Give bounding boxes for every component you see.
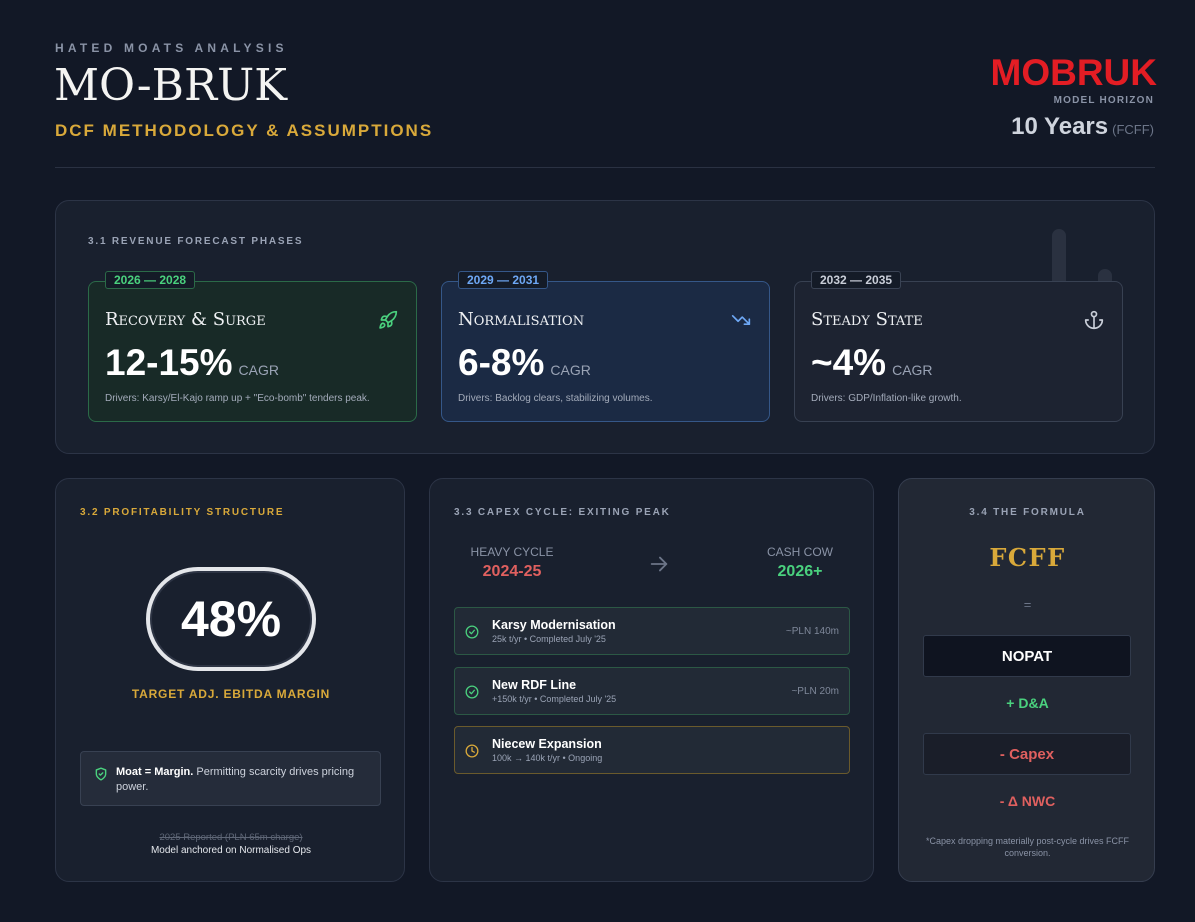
project-cost: ~PLN 140m xyxy=(785,626,839,637)
project-meta: 100k → 140k t/yr • Ongoing xyxy=(492,753,603,763)
formula-panel: 3.4 THE FORMULA FCFF = NOPAT + D&A - Cap… xyxy=(898,478,1155,882)
header-divider xyxy=(55,167,1155,168)
moat-desc: Permitting scarcity drives pricing power… xyxy=(116,766,355,793)
profitability-panel-title: 3.2 PROFITABILITY STRUCTURE xyxy=(80,507,285,518)
horizon-years: 10 Years xyxy=(1011,113,1109,140)
revenue-panel-title: 3.1 REVENUE FORECAST PHASES xyxy=(88,236,304,247)
phase-cagr: ~4% CAGR xyxy=(811,342,933,384)
phase-name: Normalisation xyxy=(458,309,585,330)
phase-cagr-value: 6-8% xyxy=(458,342,545,383)
phase-card-recovery: 2026 — 2028 Recovery & Surge 12-15% CAGR … xyxy=(88,271,417,422)
project-item: Karsy Modernisation 25k t/yr • Completed… xyxy=(454,607,850,655)
phase-drivers: Drivers: Karsy/El-Kajo ramp up + "Eco-bo… xyxy=(105,393,370,404)
phase-cagr: 12-15% CAGR xyxy=(105,342,279,384)
capex-panel-title: 3.3 CAPEX CYCLE: EXITING PEAK xyxy=(454,507,671,518)
trend-down-icon xyxy=(731,315,751,325)
phase-card-steady-state: 2032 — 2035 Steady State ~4% CAGR Drivers… xyxy=(794,271,1123,422)
formula-nopat: NOPAT xyxy=(923,635,1131,677)
project-meta: +150k t/yr • Completed July '25 xyxy=(492,694,617,704)
horizon-suffix: (FCFF) xyxy=(1112,122,1154,137)
heavy-cycle-label: HEAVY CYCLE xyxy=(470,545,554,559)
formula-da: + D&A xyxy=(1006,695,1049,711)
phase-name: Steady State xyxy=(811,309,923,330)
revenue-panel: 3.1 REVENUE FORECAST PHASES 2026 — 2028 … xyxy=(55,200,1155,454)
project-item: Niecew Expansion 100k → 140k t/yr • Ongo… xyxy=(454,726,850,774)
project-name: New RDF Line xyxy=(492,678,577,692)
phase-cagr-unit: CAGR xyxy=(238,362,279,378)
reported-note: 2025 Reported (PLN 65m charge) xyxy=(159,832,303,843)
project-name: Niecew Expansion xyxy=(492,737,602,751)
anchored-note: Model anchored on Normalised Ops xyxy=(150,845,312,856)
clock-icon xyxy=(465,744,479,758)
project-cost: ~PLN 20m xyxy=(791,686,839,697)
check-circle-icon xyxy=(465,685,479,699)
formula-note: *Capex dropping materially post-cycle dr… xyxy=(925,836,1130,858)
page-title: MO-BRUK xyxy=(54,60,288,111)
formula-capex: - Capex xyxy=(923,733,1131,775)
phase-period: 2026 — 2028 xyxy=(105,271,196,289)
horizon-value: 10 Years (FCFF) xyxy=(1011,113,1154,141)
eyebrow: HATED MOATS ANALYSIS xyxy=(55,41,288,55)
project-name: Karsy Modernisation xyxy=(492,618,616,632)
ebitda-margin-label: TARGET ADJ. EBITDA MARGIN xyxy=(131,687,331,701)
phase-cagr-unit: CAGR xyxy=(550,362,591,378)
formula-equals: = xyxy=(1023,597,1032,612)
page-subtitle: DCF METHODOLOGY & ASSUMPTIONS xyxy=(55,121,434,140)
rocket-icon xyxy=(379,310,398,329)
check-circle-icon xyxy=(465,625,479,639)
formula-head: FCFF xyxy=(989,543,1066,572)
phase-period: 2029 — 2031 xyxy=(458,271,549,289)
project-item: New RDF Line +150k t/yr • Completed July… xyxy=(454,667,850,715)
moat-text: Moat = Margin. Permitting scarcity drive… xyxy=(116,765,371,795)
phase-cagr: 6-8% CAGR xyxy=(458,342,591,384)
shield-check-icon xyxy=(95,767,107,781)
moat-callout: Moat = Margin. Permitting scarcity drive… xyxy=(80,751,381,806)
phase-period: 2032 — 2035 xyxy=(811,271,902,289)
arrow-right-icon xyxy=(650,556,668,572)
formula-nwc: - Δ NWC xyxy=(999,793,1056,809)
formula-panel-title: 3.4 THE FORMULA xyxy=(969,507,1086,518)
moat-bold: Moat = Margin. xyxy=(116,766,194,778)
cash-cow-label: CASH COW xyxy=(767,545,833,559)
phase-cagr-value: 12-15% xyxy=(105,342,233,383)
brand-logo: MOBRUK xyxy=(990,52,1157,93)
cash-cow-value: 2026+ xyxy=(777,563,823,580)
phase-cagr-value: ~4% xyxy=(811,342,887,383)
project-meta: 25k t/yr • Completed July '25 xyxy=(492,634,606,644)
capex-panel: 3.3 CAPEX CYCLE: EXITING PEAK HEAVY CYCL… xyxy=(429,478,874,882)
ebitda-margin-value: 48% xyxy=(146,567,316,671)
phase-drivers: Drivers: GDP/Inflation-like growth. xyxy=(811,393,962,404)
heavy-cycle-value: 2024-25 xyxy=(482,563,542,580)
phase-cagr-unit: CAGR xyxy=(892,362,933,378)
horizon-label: MODEL HORIZON xyxy=(1053,95,1154,106)
phase-drivers: Drivers: Backlog clears, stabilizing vol… xyxy=(458,393,653,404)
profitability-panel: 3.2 PROFITABILITY STRUCTURE 48% TARGET A… xyxy=(55,478,405,882)
anchor-icon xyxy=(1084,310,1104,330)
phase-name: Recovery & Surge xyxy=(105,309,266,330)
phase-card-normalisation: 2029 — 2031 Normalisation 6-8% CAGR Drive… xyxy=(441,271,770,422)
